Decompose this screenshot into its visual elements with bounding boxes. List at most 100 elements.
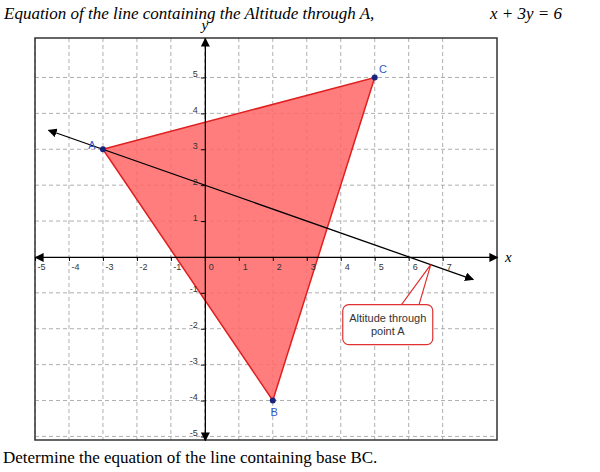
header-text: Equation of the line containing the Alti…: [3, 4, 374, 23]
x-tick-label: 3: [311, 262, 316, 272]
x-tick: 5: [375, 257, 384, 272]
grid-line-y: [35, 436, 497, 437]
x-tick-mark: [239, 257, 240, 261]
y-tick-mark: [201, 329, 205, 330]
x-tick: -5: [36, 257, 46, 272]
y-tick-label: -1: [190, 284, 198, 294]
grid-line-x: [408, 38, 409, 440]
grid: [35, 38, 497, 440]
y-tick-mark: [201, 436, 205, 437]
y-tick: 1: [193, 213, 205, 223]
plot-background: [35, 38, 497, 440]
grid-line-x: [102, 38, 103, 440]
x-tick-mark: [137, 257, 138, 261]
x-tick-label: 6: [413, 262, 418, 272]
figure: Equation of the line containing the Alti…: [0, 0, 600, 472]
x-tick-mark: [375, 257, 376, 261]
x-tick-mark: [443, 257, 444, 261]
x-tick: 0: [205, 257, 214, 272]
callout: Altitude throughpoint A: [343, 265, 433, 345]
x-tick-label: 2: [277, 262, 282, 272]
grid-line-x: [442, 38, 443, 440]
x-tick-mark: [409, 257, 410, 261]
grid-line-x: [136, 38, 137, 440]
y-tick-mark: [201, 113, 205, 114]
vertex-label: C: [379, 63, 387, 75]
x-tick-label: -3: [105, 262, 113, 272]
grid-line-x: [374, 38, 375, 440]
x-tick-mark: [273, 257, 274, 261]
callout-text: Altitude throughpoint A: [349, 312, 426, 337]
x-tick-mark: [341, 257, 342, 261]
triangle: [103, 77, 375, 400]
y-tick-label: -3: [190, 356, 198, 366]
x-tick: 3: [307, 257, 316, 272]
callout-pointer: [401, 265, 431, 306]
x-tick: -2: [137, 257, 147, 272]
x-tick-label: 1: [243, 262, 248, 272]
y-tick: 4: [193, 105, 205, 115]
vertex-label: B: [271, 406, 278, 418]
x-tick: -4: [69, 257, 79, 272]
y-tick: -2: [190, 320, 205, 330]
y-tick-mark: [201, 185, 205, 186]
y-tick-mark: [201, 77, 205, 78]
x-tick: 7: [443, 257, 452, 272]
x-tick: 4: [341, 257, 350, 272]
y-tick-label: -5: [190, 428, 198, 438]
y-tick-label: -4: [190, 392, 198, 402]
header-equation: x + 3y = 6: [489, 4, 563, 23]
y-tick: -5: [190, 428, 205, 438]
vertex-point: [372, 74, 378, 80]
y-tick-mark: [201, 293, 205, 294]
callout-box: [343, 305, 433, 345]
x-tick: 1: [239, 257, 248, 272]
y-tick-mark: [201, 401, 205, 402]
x-tick-label: 4: [345, 262, 350, 272]
x-tick-label: 0: [209, 262, 214, 272]
y-tick-mark: [201, 149, 205, 150]
y-axis-line: [205, 39, 206, 441]
x-axis-line: [36, 257, 498, 258]
y-tick-label: 3: [193, 141, 198, 151]
x-tick-mark: [103, 257, 104, 261]
x-tick-label: 5: [379, 262, 384, 272]
vertex-point: [270, 398, 276, 404]
y-tick: 5: [193, 69, 205, 79]
y-tick: -4: [190, 392, 205, 402]
y-tick-label: 1: [193, 213, 198, 223]
question-text: Determine the equation of the line conta…: [3, 448, 377, 467]
y-tick-label: -2: [190, 320, 198, 330]
x-tick-label: -1: [173, 262, 181, 272]
y-tick-mark: [201, 365, 205, 366]
marks: [49, 77, 474, 400]
y-tick: -1: [190, 284, 205, 294]
x-tick-label: -5: [37, 262, 45, 272]
grid-line-y: [35, 77, 497, 78]
x-tick-mark: [307, 257, 308, 261]
vertex-label: A: [88, 139, 96, 151]
y-tick-mark: [201, 221, 205, 222]
x-tick: 2: [273, 257, 282, 272]
y-tick-label: 5: [193, 69, 198, 79]
y-tick: -3: [190, 356, 205, 366]
y-axis-title: y: [200, 17, 209, 33]
y-tick-label: 2: [193, 177, 198, 187]
plot-frame: [35, 38, 497, 440]
x-tick: 6: [409, 257, 418, 272]
overlay: A B C Altitude throughpoint A: [88, 63, 433, 419]
x-tick-mark: [171, 257, 172, 261]
x-tick-label: -2: [139, 262, 147, 272]
y-axis: -5 -4 -3 -2 -1 1 2 3 4 5: [190, 39, 206, 441]
x-axis-title: x: [504, 249, 512, 265]
vertex-point: [100, 146, 106, 152]
x-tick: -3: [103, 257, 113, 272]
grid-line-y: [35, 400, 497, 401]
x-tick-mark: [69, 257, 70, 261]
y-tick-label: 4: [193, 105, 198, 115]
grid-line-x: [68, 38, 69, 440]
y-tick: 3: [193, 141, 205, 151]
x-tick-label: -4: [71, 262, 79, 272]
x-tick: -1: [171, 257, 181, 272]
y-tick: 2: [193, 177, 205, 187]
